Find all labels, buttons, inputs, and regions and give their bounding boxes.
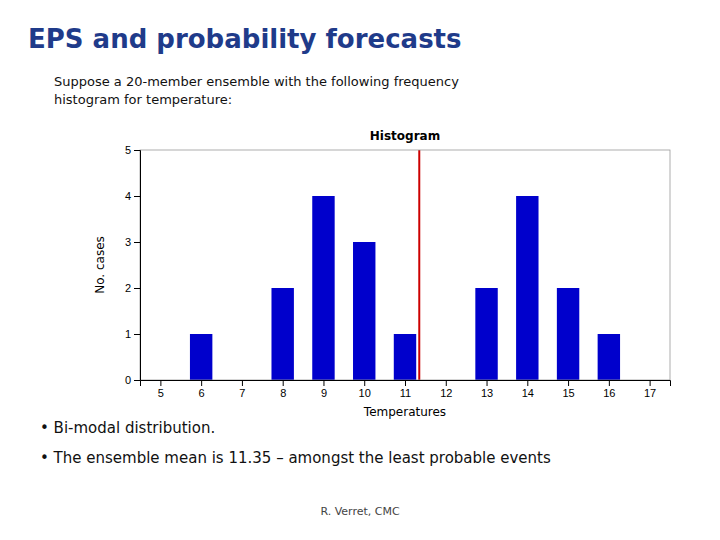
mean-line xyxy=(418,150,420,380)
tick: 16 xyxy=(603,380,615,399)
tick-mark xyxy=(364,380,365,386)
tick-label: 10 xyxy=(359,387,371,399)
tick-mark xyxy=(134,242,140,243)
tick-label: 5 xyxy=(125,144,131,156)
plot-frame xyxy=(140,150,670,380)
tick: 6 xyxy=(199,380,205,399)
subtitle-line: histogram for temperature: xyxy=(54,92,232,107)
tick: 10 xyxy=(359,380,371,399)
tick: 4 xyxy=(125,190,140,202)
tick: 0 xyxy=(125,374,140,386)
tick-mark xyxy=(323,380,324,386)
tick-mark xyxy=(160,380,161,386)
tick-label: 16 xyxy=(603,387,615,399)
tick-label: 12 xyxy=(440,387,452,399)
tick-label: 7 xyxy=(239,387,245,399)
bar xyxy=(312,196,334,380)
tick-mark xyxy=(487,380,488,386)
tick-mark xyxy=(201,380,202,386)
tick-mark xyxy=(527,380,528,386)
tick: 2 xyxy=(125,282,140,294)
x-axis: 5 6 7 8 9 10 11 12 13 14 15 16 17 xyxy=(141,380,671,399)
tick-mark xyxy=(650,380,651,386)
tick-label: 11 xyxy=(400,387,411,399)
tick-mark xyxy=(609,380,610,386)
tick-label: 14 xyxy=(522,387,534,399)
tick-label: 0 xyxy=(125,374,131,386)
bullet: • The ensemble mean is 11.35 – amongst t… xyxy=(40,449,551,467)
tick-mark xyxy=(134,334,140,335)
tick: 1 xyxy=(125,328,140,340)
x-axis-label: Temperatures xyxy=(363,405,446,419)
tick: 11 xyxy=(400,380,411,399)
tick: 13 xyxy=(481,380,493,399)
slide: EPS and probability forecasts Suppose a 2… xyxy=(0,0,720,540)
tick-mark xyxy=(134,196,140,197)
tick-label: 1 xyxy=(125,328,131,340)
tick-label: 9 xyxy=(321,387,327,399)
slide-title: EPS and probability forecasts xyxy=(28,24,462,54)
bar xyxy=(557,288,579,380)
subtitle: Suppose a 20-member ensemble with the fo… xyxy=(54,74,459,107)
bar xyxy=(475,288,497,380)
tick-label: 17 xyxy=(644,387,656,399)
tick-mark xyxy=(242,380,243,386)
tick-label: 13 xyxy=(481,387,493,399)
tick: 15 xyxy=(562,380,574,399)
axis-line xyxy=(134,151,141,381)
tick: 14 xyxy=(522,380,534,399)
subtitle-line: Suppose a 20-member ensemble with the fo… xyxy=(54,74,459,89)
footer: R. Verret, CMC xyxy=(320,505,400,518)
tick-mark xyxy=(446,380,447,386)
tick: 17 xyxy=(644,380,656,399)
y-axis-label: No. cases xyxy=(93,236,107,294)
bar xyxy=(353,242,375,380)
axis-line xyxy=(141,381,671,387)
tick-label: 4 xyxy=(125,190,131,202)
bar xyxy=(516,196,538,380)
y-axis: 0 1 2 3 4 5 xyxy=(125,144,141,386)
tick-mark xyxy=(283,380,284,386)
tick-label: 3 xyxy=(125,236,131,248)
tick: 5 xyxy=(125,144,140,156)
bar xyxy=(190,334,212,380)
tick-label: 6 xyxy=(199,387,205,399)
bar xyxy=(271,288,293,380)
tick-mark xyxy=(134,288,140,289)
tick-label: 2 xyxy=(125,282,131,294)
tick-label: 5 xyxy=(158,387,164,399)
tick: 3 xyxy=(125,236,140,248)
tick: 7 xyxy=(239,380,245,399)
tick-mark xyxy=(568,380,569,386)
tick: 12 xyxy=(440,380,452,399)
bar xyxy=(394,334,416,380)
tick: 5 xyxy=(158,380,164,399)
tick-label: 15 xyxy=(562,387,574,399)
tick-mark xyxy=(134,150,140,151)
bar xyxy=(598,334,620,380)
chart-title: Histogram xyxy=(370,129,440,143)
tick-mark xyxy=(134,380,140,381)
tick: 9 xyxy=(321,380,327,399)
tick-mark xyxy=(405,380,406,386)
chart: Histogram567891011121314151617012345Temp… xyxy=(93,129,671,419)
bullet: • Bi-modal distribution. xyxy=(40,419,215,437)
tick: 8 xyxy=(280,380,286,399)
tick-label: 8 xyxy=(280,387,286,399)
plot-area xyxy=(190,150,620,380)
